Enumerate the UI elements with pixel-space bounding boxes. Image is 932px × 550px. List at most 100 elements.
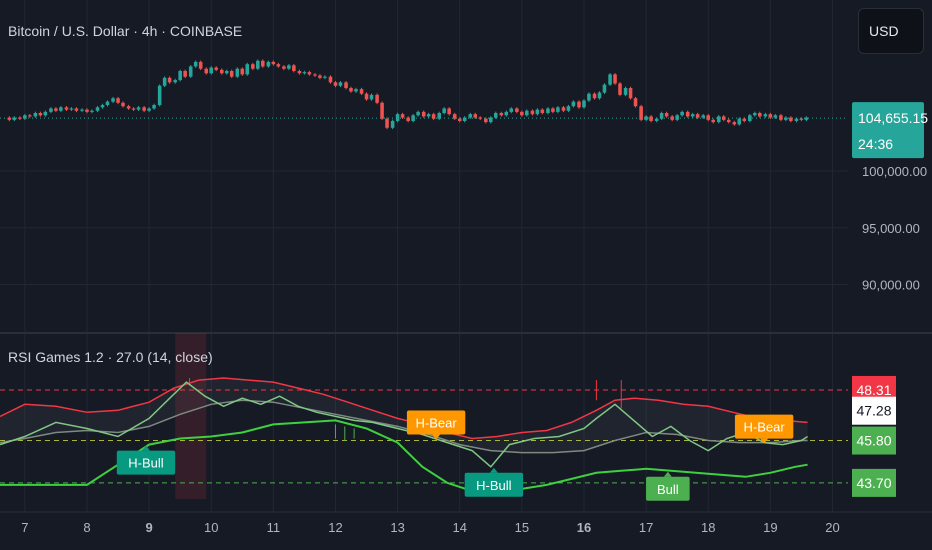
candle xyxy=(515,108,519,112)
candle xyxy=(525,110,529,116)
candle xyxy=(540,109,545,114)
candle xyxy=(38,113,43,116)
candle xyxy=(33,113,38,117)
candle xyxy=(717,116,721,123)
rsi-value-badge xyxy=(852,468,896,497)
candle xyxy=(220,69,224,74)
divergence-label-box xyxy=(734,414,794,439)
candle xyxy=(633,98,638,107)
candle xyxy=(773,115,778,118)
candle xyxy=(664,113,669,117)
candle xyxy=(457,118,462,121)
candle xyxy=(473,114,478,118)
candle xyxy=(804,117,809,120)
candle xyxy=(64,107,69,110)
candle xyxy=(799,118,804,120)
band-fill xyxy=(0,378,808,453)
currency-button[interactable]: USD xyxy=(858,8,924,54)
last-price-label: 104,655.15 xyxy=(858,110,928,126)
candle xyxy=(131,108,136,110)
candle xyxy=(577,101,581,108)
candle xyxy=(251,64,255,69)
candle xyxy=(90,110,94,112)
time-axis-tick-label: 14 xyxy=(452,520,466,535)
candle xyxy=(530,110,535,115)
candle xyxy=(136,107,141,110)
candle xyxy=(551,108,555,112)
currency-button-label: USD xyxy=(869,23,899,39)
candle xyxy=(587,93,591,101)
candle xyxy=(59,107,63,111)
candle xyxy=(758,113,762,117)
candle xyxy=(23,115,27,119)
candle xyxy=(649,116,653,121)
candle xyxy=(85,109,89,112)
candle xyxy=(318,75,322,78)
candle xyxy=(670,116,674,120)
candle xyxy=(732,122,737,125)
candle xyxy=(229,70,234,77)
price-axis-tick-label: 100,000.00 xyxy=(862,164,927,179)
candle xyxy=(266,61,271,67)
time-axis-tick-label: 12 xyxy=(328,520,342,535)
candle xyxy=(602,84,607,93)
candle xyxy=(582,100,586,108)
candle xyxy=(644,116,648,120)
candle xyxy=(742,118,747,121)
candle xyxy=(509,108,514,112)
candle xyxy=(152,105,156,109)
candle xyxy=(287,65,291,69)
candle xyxy=(354,89,358,92)
candle xyxy=(240,68,245,75)
candle xyxy=(690,114,695,117)
candle xyxy=(54,108,58,111)
candle xyxy=(499,113,504,116)
time-axis-tick-label: 10 xyxy=(204,520,218,535)
divergence-label: H-Bull xyxy=(128,456,164,471)
divergence-label: H-Bear xyxy=(416,416,458,431)
candle xyxy=(608,74,612,85)
candle xyxy=(623,88,628,95)
candle xyxy=(753,113,757,116)
candle xyxy=(157,85,162,106)
highlight-span xyxy=(175,333,207,499)
candle xyxy=(763,114,768,117)
price-pane[interactable] xyxy=(0,59,848,130)
candle xyxy=(105,101,110,106)
time-axis-tick-label: 17 xyxy=(639,520,653,535)
candle xyxy=(282,66,286,69)
divergence-label: Bull xyxy=(657,482,679,497)
divergence-label-pointer xyxy=(760,438,769,444)
candle xyxy=(74,108,79,111)
divergence-label-box xyxy=(406,410,466,435)
lower-band-line xyxy=(0,419,808,492)
rsi-value-badge xyxy=(852,396,896,425)
time-axis-tick-label: 15 xyxy=(515,520,529,535)
candle xyxy=(147,108,151,111)
candle xyxy=(111,98,115,102)
candle xyxy=(333,82,338,86)
candle xyxy=(69,108,74,110)
candle xyxy=(411,115,415,121)
rsi-indicator-title: RSI Games 1.2 · 27.0 (14, close) xyxy=(8,349,213,365)
candle xyxy=(80,109,84,111)
candle xyxy=(675,115,679,120)
candle xyxy=(768,114,773,118)
candle xyxy=(313,74,317,76)
candle xyxy=(198,61,203,69)
candle xyxy=(188,66,193,77)
candle xyxy=(380,102,384,119)
divergence-label-pointer xyxy=(141,445,150,451)
candle xyxy=(204,68,209,74)
candle xyxy=(794,118,799,121)
candle xyxy=(748,115,752,121)
rsi-indicator-pane[interactable]: H-Bull H-Bear H-Bull Bull H-Bear xyxy=(0,333,848,501)
divergence-label: H-Bear xyxy=(744,420,786,435)
candle xyxy=(49,108,53,112)
candle xyxy=(784,117,788,120)
candle xyxy=(566,106,571,111)
candle xyxy=(302,72,307,74)
candle xyxy=(323,76,327,78)
candle xyxy=(297,70,302,74)
